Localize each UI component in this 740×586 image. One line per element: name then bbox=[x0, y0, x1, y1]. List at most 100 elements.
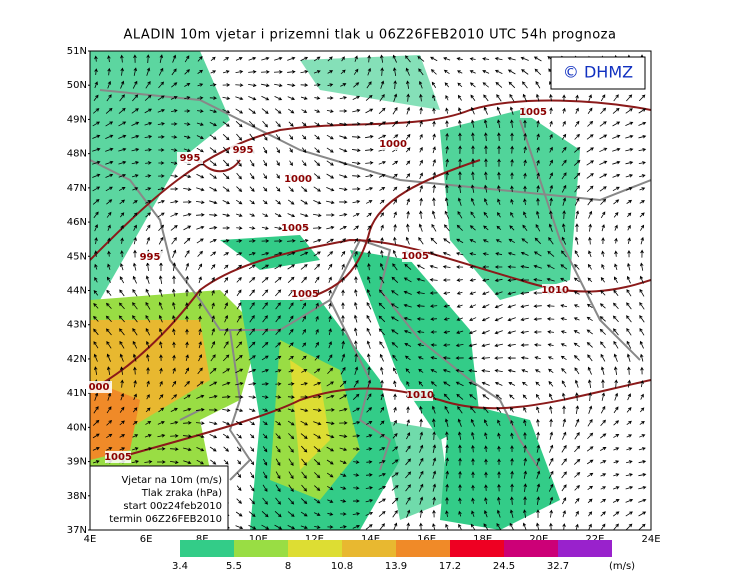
wind-arrow bbox=[483, 225, 489, 231]
wind-arrow bbox=[639, 353, 644, 362]
wind-arrow bbox=[378, 289, 385, 297]
wind-arrow bbox=[573, 159, 581, 166]
wind-arrow bbox=[470, 197, 475, 206]
wind-arrow bbox=[468, 330, 477, 335]
wind-arrow bbox=[222, 226, 231, 230]
wind-arrow bbox=[146, 262, 150, 271]
wind-arrow bbox=[419, 418, 423, 427]
wind-arrow bbox=[458, 444, 462, 453]
wind-arrow bbox=[211, 289, 215, 296]
wind-arrow bbox=[442, 265, 451, 269]
wind-arrow bbox=[561, 236, 567, 245]
wind-arrow bbox=[146, 367, 150, 375]
wind-arrow bbox=[638, 148, 647, 152]
wind-arrow bbox=[132, 94, 139, 102]
wind-arrow bbox=[236, 264, 243, 270]
wind-arrow bbox=[185, 328, 189, 335]
wind-arrow bbox=[561, 223, 566, 233]
wind-arrow bbox=[170, 199, 179, 204]
wind-arrow bbox=[510, 185, 514, 192]
wind-arrow bbox=[574, 472, 581, 478]
wind-arrow bbox=[484, 471, 488, 478]
wind-arrow bbox=[314, 83, 321, 87]
wind-arrow bbox=[588, 523, 592, 530]
wind-arrow bbox=[327, 354, 333, 362]
wind-arrow bbox=[391, 329, 399, 335]
wind-arrow bbox=[638, 511, 647, 517]
wind-arrow bbox=[510, 172, 514, 180]
wind-arrow bbox=[365, 148, 374, 152]
wind-arrow bbox=[352, 407, 360, 413]
wind-arrow bbox=[223, 57, 230, 61]
wind-arrow bbox=[132, 353, 137, 362]
lon-label: 4E bbox=[84, 534, 97, 545]
wind-arrow bbox=[406, 160, 411, 166]
wind-arrow bbox=[273, 70, 283, 74]
wind-arrow bbox=[494, 369, 503, 373]
wind-arrow bbox=[562, 510, 566, 518]
wind-arrow bbox=[626, 199, 633, 204]
wind-arrow bbox=[380, 224, 384, 231]
wind-arrow bbox=[494, 57, 503, 61]
wind-arrow bbox=[587, 198, 593, 206]
wind-arrow bbox=[495, 81, 503, 88]
wind-arrow bbox=[302, 328, 306, 335]
wind-arrow bbox=[534, 343, 542, 347]
wind-arrow bbox=[236, 289, 242, 297]
wind-arrow bbox=[118, 187, 126, 191]
wind-arrow bbox=[352, 95, 361, 100]
wind-arrow bbox=[574, 146, 581, 153]
isobar-label: 1010 bbox=[541, 285, 569, 296]
wind-arrow bbox=[404, 343, 412, 347]
wind-arrow bbox=[588, 405, 593, 414]
wind-arrow bbox=[352, 212, 360, 217]
wind-arrow bbox=[275, 315, 281, 323]
wind-arrow bbox=[313, 200, 322, 205]
wind-arrow bbox=[158, 161, 165, 165]
colorbar-label: 5.5 bbox=[226, 561, 242, 572]
wind-arrow bbox=[262, 395, 269, 399]
wind-arrow bbox=[561, 471, 567, 479]
wind-arrow bbox=[352, 161, 361, 165]
wind-arrow bbox=[366, 314, 372, 323]
wind-arrow bbox=[313, 395, 322, 399]
wind-arrow bbox=[366, 473, 373, 477]
wind-arrow bbox=[549, 184, 554, 193]
wind-arrow bbox=[327, 96, 334, 100]
wind-arrow bbox=[443, 69, 450, 75]
wind-arrow bbox=[536, 197, 540, 206]
wind-arrow bbox=[469, 82, 476, 88]
wind-arrow bbox=[132, 200, 138, 204]
isobar-label: 1005 bbox=[401, 251, 429, 262]
wind-arrow bbox=[222, 96, 231, 100]
wind-arrow bbox=[586, 134, 594, 140]
wind-arrow bbox=[614, 263, 618, 271]
wind-arrow bbox=[443, 393, 450, 401]
wind-arrow bbox=[288, 315, 294, 323]
wind-arrow bbox=[262, 315, 268, 323]
wind-arrow bbox=[223, 446, 230, 452]
wind-arrow bbox=[366, 421, 373, 425]
wind-arrow bbox=[418, 483, 424, 492]
wind-arrow bbox=[288, 369, 295, 373]
wind-arrow bbox=[105, 173, 114, 178]
wind-arrow bbox=[534, 369, 541, 373]
wind-arrow bbox=[432, 431, 436, 440]
lon-label: 8E bbox=[196, 534, 209, 545]
wind-arrow bbox=[469, 317, 477, 322]
wind-arrow bbox=[328, 315, 332, 322]
wind-arrow bbox=[419, 431, 424, 440]
wind-arrow bbox=[507, 69, 516, 75]
lat-label: 41N bbox=[67, 388, 87, 399]
wind-arrow bbox=[470, 184, 475, 193]
wind-arrow bbox=[536, 406, 540, 414]
wind-arrow bbox=[236, 302, 242, 310]
wind-arrow bbox=[535, 93, 540, 102]
wind-arrow bbox=[430, 369, 437, 373]
wind-arrow bbox=[196, 122, 204, 126]
wind-arrow bbox=[340, 250, 346, 257]
wind-arrow bbox=[236, 485, 242, 492]
wind-arrow bbox=[561, 159, 567, 167]
wind-arrow bbox=[300, 56, 309, 62]
wind-arrow bbox=[587, 107, 593, 115]
